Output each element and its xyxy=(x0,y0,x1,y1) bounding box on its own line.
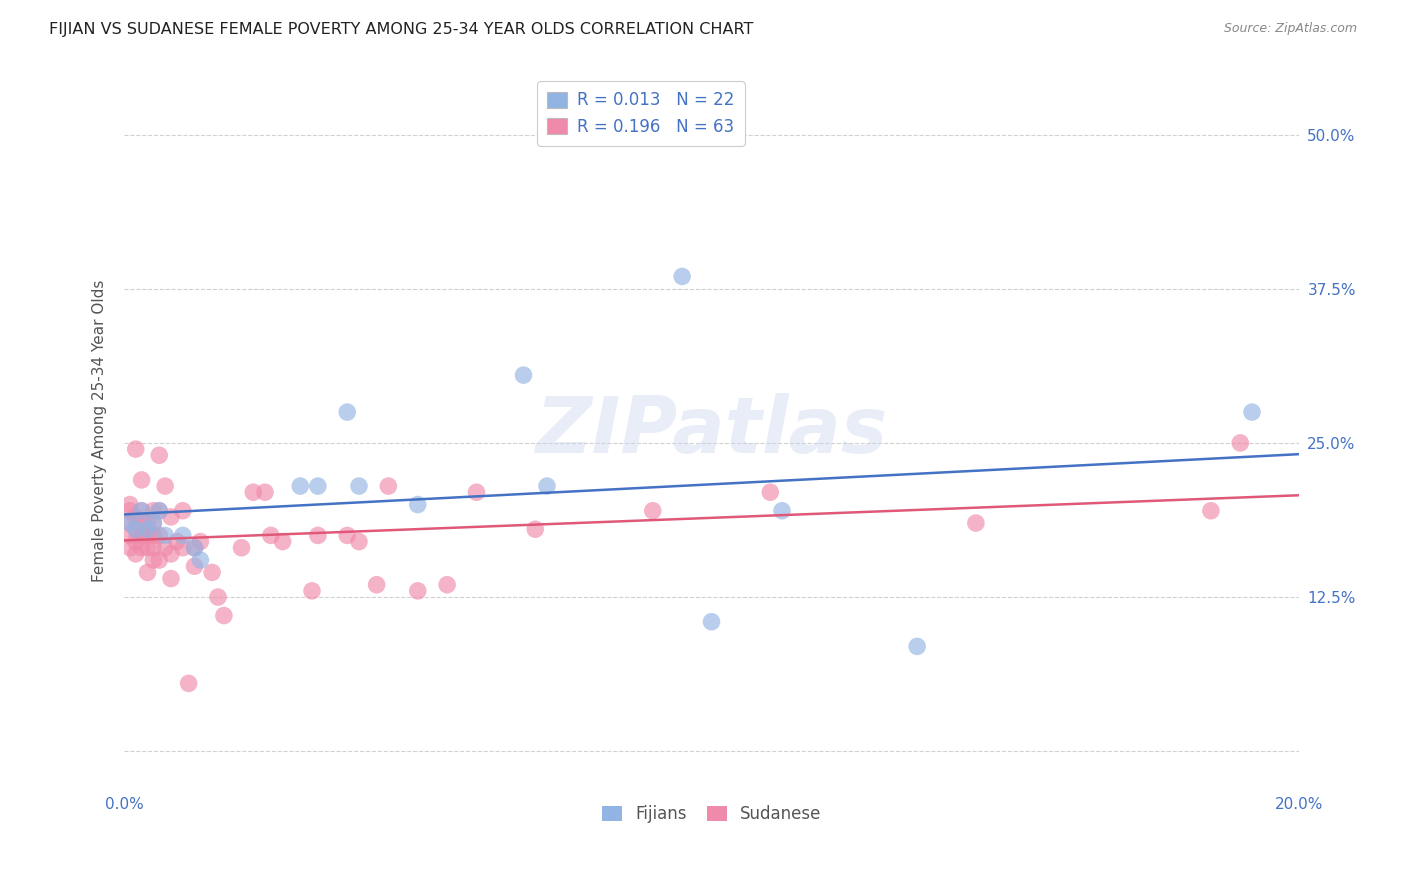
Point xyxy=(700,615,723,629)
Point xyxy=(347,534,370,549)
Point xyxy=(1229,436,1251,450)
Point xyxy=(160,509,183,524)
Point xyxy=(641,504,664,518)
Text: ZIPatlas: ZIPatlas xyxy=(536,392,887,468)
Point xyxy=(118,516,141,530)
Legend: Fijians, Sudanese: Fijians, Sudanese xyxy=(595,798,828,830)
Point xyxy=(148,528,170,542)
Point xyxy=(336,405,359,419)
Point xyxy=(125,442,148,456)
Point xyxy=(770,504,793,518)
Point xyxy=(142,541,165,555)
Point xyxy=(153,541,176,555)
Point xyxy=(406,498,429,512)
Point xyxy=(131,504,153,518)
Point xyxy=(148,504,170,518)
Point xyxy=(1240,405,1263,419)
Point xyxy=(136,541,159,555)
Point xyxy=(153,479,176,493)
Point xyxy=(172,541,194,555)
Point xyxy=(166,534,188,549)
Point xyxy=(153,528,176,542)
Point xyxy=(172,504,194,518)
Point xyxy=(118,504,141,518)
Point xyxy=(160,572,183,586)
Point xyxy=(347,479,370,493)
Point xyxy=(160,547,183,561)
Point xyxy=(905,640,928,654)
Point xyxy=(118,541,141,555)
Point xyxy=(142,516,165,530)
Point xyxy=(436,578,458,592)
Point xyxy=(307,528,329,542)
Point xyxy=(465,485,488,500)
Point xyxy=(125,522,148,536)
Point xyxy=(131,504,153,518)
Point xyxy=(536,479,558,493)
Point xyxy=(118,528,141,542)
Point xyxy=(301,583,323,598)
Point xyxy=(183,541,205,555)
Point xyxy=(131,528,153,542)
Point xyxy=(201,566,224,580)
Point xyxy=(131,516,153,530)
Point xyxy=(377,479,399,493)
Point xyxy=(142,528,165,542)
Point xyxy=(512,368,534,383)
Point xyxy=(671,269,693,284)
Point xyxy=(142,504,165,518)
Point xyxy=(136,522,159,536)
Y-axis label: Female Poverty Among 25-34 Year Olds: Female Poverty Among 25-34 Year Olds xyxy=(93,279,107,582)
Point xyxy=(307,479,329,493)
Point xyxy=(207,590,229,604)
Point xyxy=(177,676,200,690)
Point xyxy=(148,448,170,462)
Point xyxy=(118,498,141,512)
Point xyxy=(118,516,141,530)
Point xyxy=(190,534,212,549)
Point xyxy=(148,504,170,518)
Point xyxy=(125,547,148,561)
Text: FIJIAN VS SUDANESE FEMALE POVERTY AMONG 25-34 YEAR OLDS CORRELATION CHART: FIJIAN VS SUDANESE FEMALE POVERTY AMONG … xyxy=(49,22,754,37)
Point xyxy=(136,566,159,580)
Point xyxy=(183,559,205,574)
Point xyxy=(190,553,212,567)
Point xyxy=(406,583,429,598)
Point xyxy=(242,485,264,500)
Text: Source: ZipAtlas.com: Source: ZipAtlas.com xyxy=(1223,22,1357,36)
Point xyxy=(524,522,547,536)
Point xyxy=(131,473,153,487)
Point xyxy=(142,553,165,567)
Point xyxy=(253,485,276,500)
Point xyxy=(212,608,235,623)
Point xyxy=(136,516,159,530)
Point xyxy=(260,528,283,542)
Point xyxy=(125,509,148,524)
Point xyxy=(142,516,165,530)
Point xyxy=(336,528,359,542)
Point xyxy=(366,578,388,592)
Point xyxy=(148,553,170,567)
Point xyxy=(231,541,253,555)
Point xyxy=(759,485,782,500)
Point xyxy=(290,479,312,493)
Point xyxy=(125,534,148,549)
Point xyxy=(125,522,148,536)
Point xyxy=(1199,504,1222,518)
Point xyxy=(965,516,987,530)
Point xyxy=(271,534,294,549)
Point xyxy=(183,541,205,555)
Point xyxy=(131,541,153,555)
Point xyxy=(136,528,159,542)
Point xyxy=(172,528,194,542)
